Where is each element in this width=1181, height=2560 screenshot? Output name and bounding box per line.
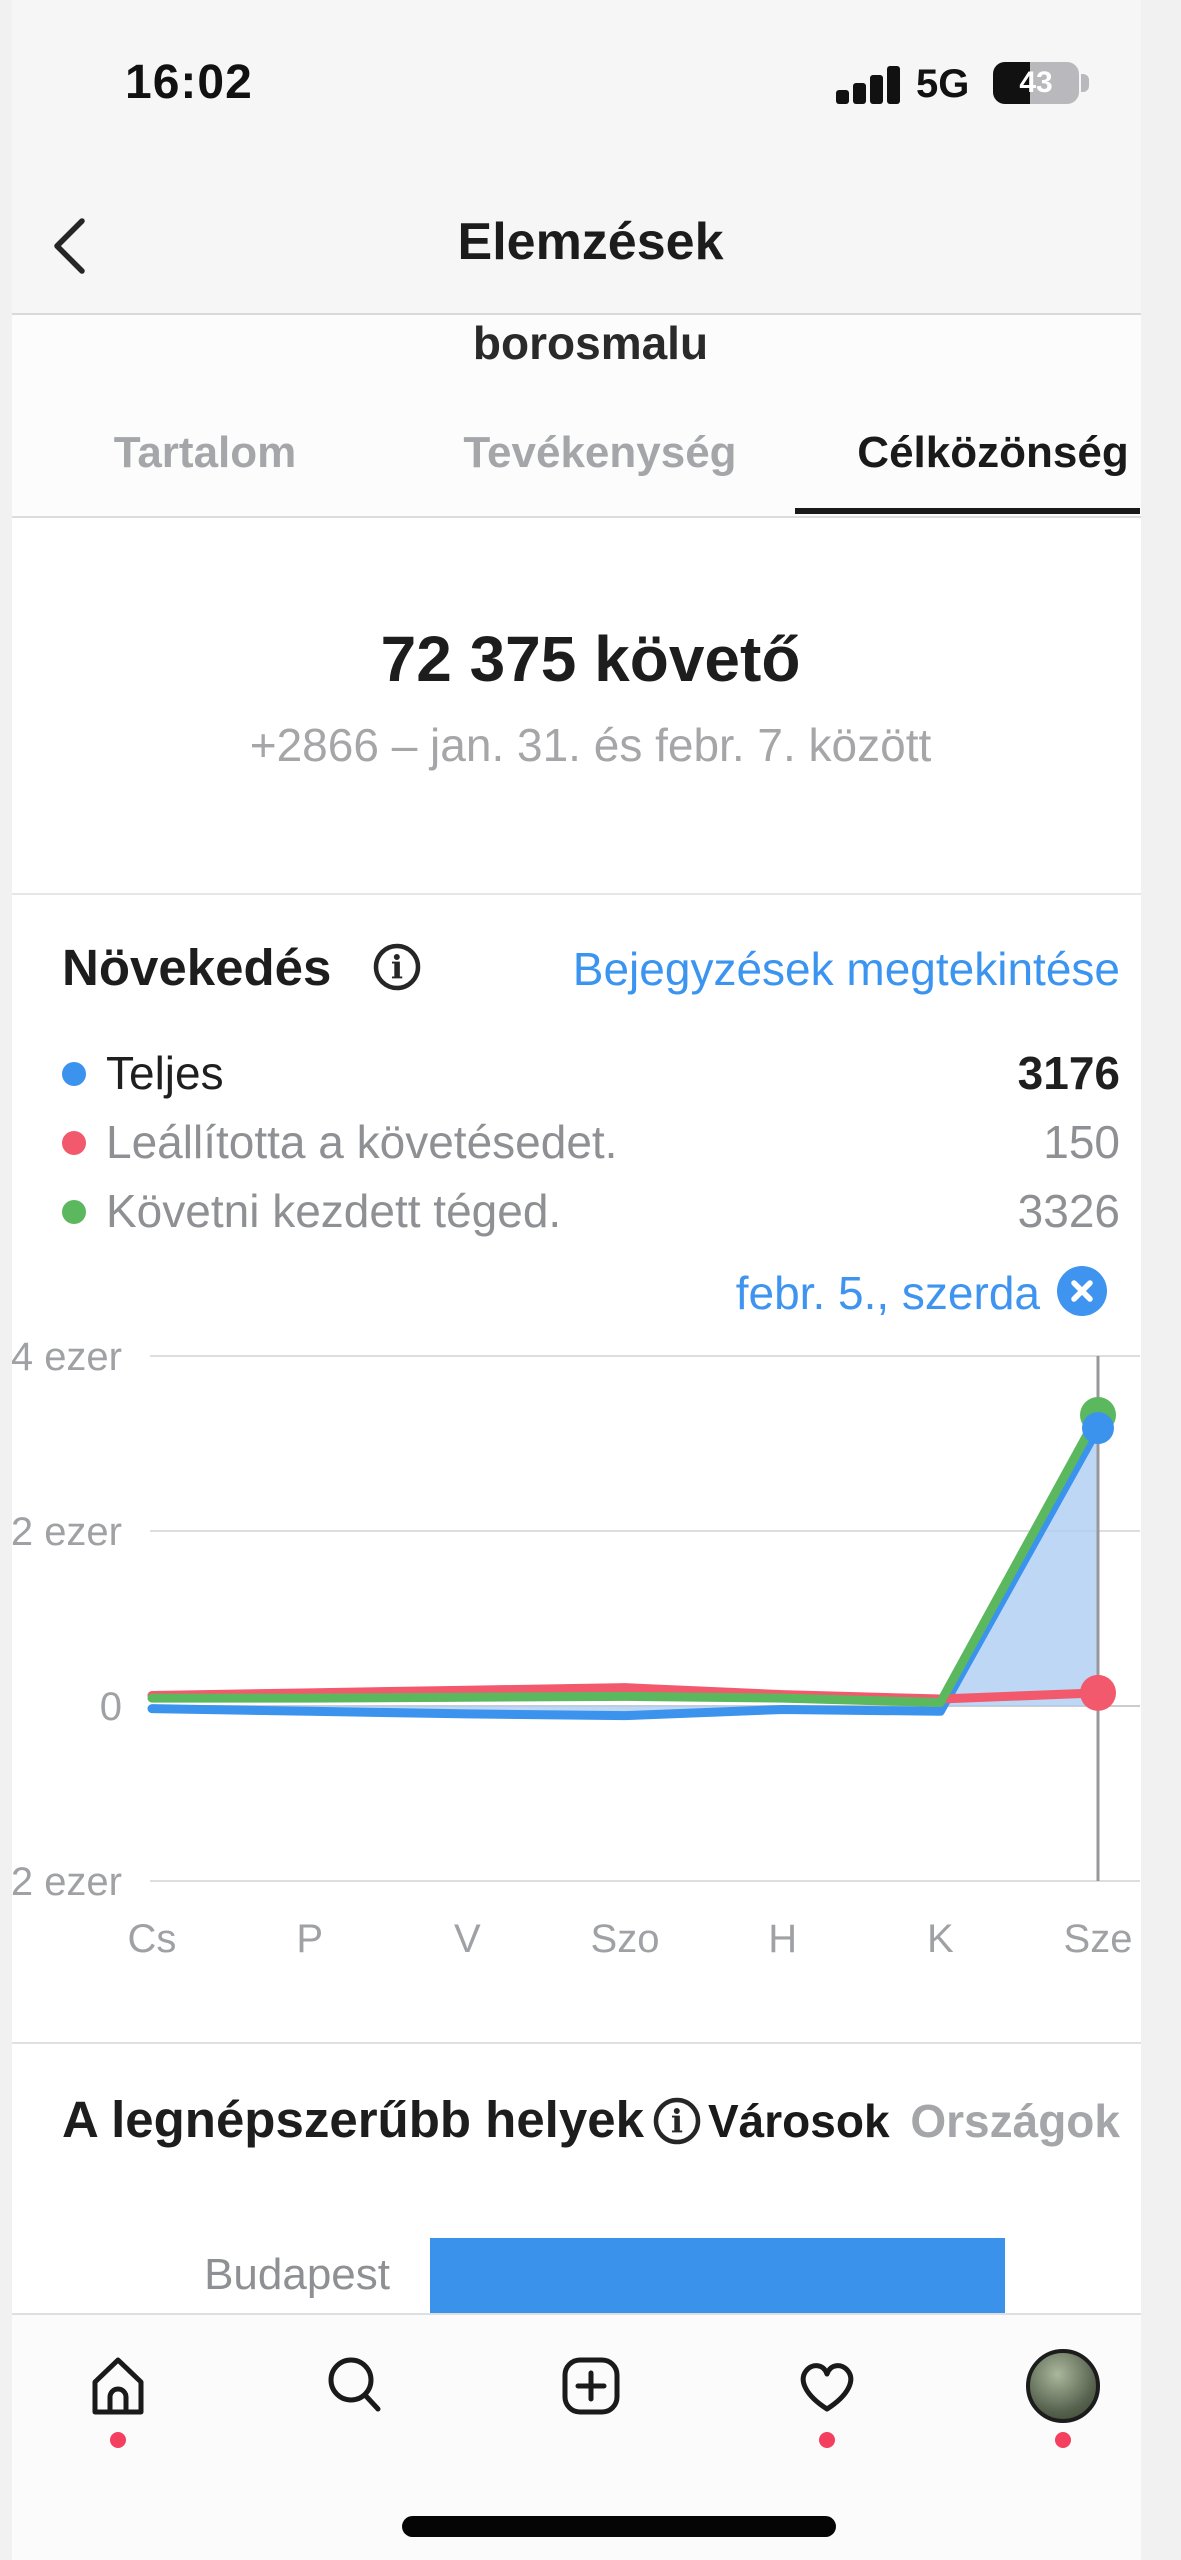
close-icon [1071,1280,1093,1302]
place-bar-track [430,2238,1140,2314]
chevron-left-icon [54,218,85,274]
header-divider [0,313,1181,315]
x-tick-label: V [454,1917,481,1961]
right-gutter [1141,0,1181,2560]
legend-dot-blue [62,1062,86,1086]
nav-home-button[interactable] [78,2346,158,2426]
account-name: borosmalu [472,317,709,369]
nav-divider [0,2313,1181,2315]
legend-row-unfollows: Leállította a követésedet. 150 [62,1113,1120,1173]
x-tick-label: P [296,1917,323,1961]
followers-count: 72 375 követő [380,623,801,695]
battery-icon: 43 [993,62,1079,104]
tab-tevekenyseg[interactable]: Tevékenység [463,428,737,477]
legend-value: 150 [1043,1116,1120,1168]
places-info-button[interactable]: i [652,2096,702,2146]
place-row-label: Budapest [204,2250,390,2299]
activity-notification-dot [819,2432,835,2448]
status-time: 16:02 [125,56,253,109]
home-indicator-handle[interactable] [402,2516,836,2537]
growth-info-button[interactable]: i [372,942,422,992]
x-tick-label: Sze [1064,1917,1133,1961]
heart-icon [800,2363,854,2412]
legend-label: Követni kezdett téged. [106,1185,562,1237]
tab-tartalom[interactable]: Tartalom [113,428,297,477]
series-endpoint-dot [1082,1412,1114,1445]
profile-notification-dot [1055,2432,1071,2448]
network-type-label: 5G [916,62,970,106]
tab-celkozonseg[interactable]: Célközönség [857,428,1129,477]
legend-value: 3326 [1017,1185,1120,1237]
info-icon: i [653,2097,701,2145]
series-area-fill [152,1428,1098,1716]
battery-nub [1081,74,1089,92]
place-bar [430,2238,1006,2314]
legend-value: 3176 [1017,1047,1120,1099]
back-button[interactable] [48,216,96,276]
subheader-background [0,313,1181,516]
svg-text:i: i [391,948,403,986]
view-posts-link[interactable]: Bejegyzések megtekintése [572,943,1120,995]
legend-label: Leállította a követésedet. [106,1116,618,1168]
section-divider [0,893,1181,895]
x-tick-label: K [927,1917,954,1961]
series-line [147,1423,1103,1721]
battery-percent: 43 [1019,66,1053,99]
signal-strength-icon [836,62,900,104]
selected-day-label: febr. 5., szerda [735,1267,1040,1319]
page-title: Elemzések [457,213,724,271]
left-gutter [0,0,12,2560]
nav-search-button[interactable] [315,2346,395,2426]
y-tick-label: 0 [100,1685,122,1729]
x-tick-label: H [768,1917,797,1961]
y-tick-label: 2 ezer [11,1510,122,1554]
x-tick-label: Cs [128,1917,177,1961]
active-tab-underline [795,508,1140,514]
home-notification-dot [110,2432,126,2448]
x-tick-label: Szo [591,1917,660,1961]
legend-dot-green [62,1200,86,1224]
growth-section-title: Növekedés [62,939,332,996]
series-endpoint-dot [1080,1674,1116,1711]
legend-row-follows: Követni kezdett téged. 3326 [62,1182,1120,1242]
nav-activity-button[interactable] [787,2346,867,2426]
legend-label: Teljes [106,1047,224,1099]
nav-profile-button[interactable] [1023,2346,1103,2426]
section-divider [0,2042,1181,2044]
search-icon [328,2357,381,2412]
create-plus-icon [562,2357,620,2415]
y-tick-label: 2 ezer [11,1860,122,1904]
profile-avatar [1026,2349,1100,2423]
legend-row-total: Teljes 3176 [62,1044,1120,1104]
home-icon [92,2357,144,2415]
y-tick-label: 4 ezer [11,1335,122,1379]
followers-change-summary: +2866 – jan. 31. és febr. 7. között [249,719,932,771]
info-icon: i [373,943,421,991]
places-section-title: A legnépszerűbb helyek [62,2091,644,2148]
nav-create-post-button[interactable] [551,2346,631,2426]
svg-text:i: i [671,2102,683,2140]
header-background [0,0,1181,313]
legend-dot-red [62,1131,86,1155]
clear-selected-day-button[interactable] [1057,1266,1107,1316]
tabs-divider [0,516,1181,518]
places-tab-cities[interactable]: Városok [708,2095,890,2147]
places-tab-countries[interactable]: Országok [910,2095,1120,2147]
series-line [147,1410,1103,1707]
